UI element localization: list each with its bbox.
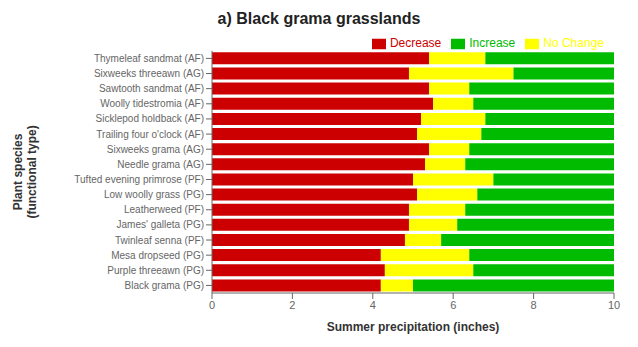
- svg-text:4: 4: [370, 299, 376, 311]
- svg-text:10: 10: [608, 299, 620, 311]
- svg-text:Sixweeks threeawn (AG): Sixweeks threeawn (AG): [94, 68, 204, 79]
- svg-text:Low woolly grass (PG): Low woolly grass (PG): [104, 189, 204, 200]
- svg-text:Tufted evening primrose (PF): Tufted evening primrose (PF): [74, 174, 204, 185]
- svg-text:6: 6: [450, 299, 456, 311]
- svg-text:Trailing four o'clock (AF): Trailing four o'clock (AF): [96, 129, 204, 140]
- svg-text:Thymeleaf sandmat (AF): Thymeleaf sandmat (AF): [94, 53, 204, 64]
- html-text:Decrease: Decrease: [389, 36, 442, 50]
- svg-text:James' galleta (PG): James' galleta (PG): [117, 219, 205, 230]
- svg-text:Sicklepod holdback (AF): Sicklepod holdback (AF): [96, 113, 204, 124]
- svg-text:2: 2: [289, 299, 295, 311]
- svg-text:Sawtooth sandmat (AF): Sawtooth sandmat (AF): [99, 83, 204, 94]
- svg-text:Needle grama (AG): Needle grama (AG): [117, 159, 204, 170]
- svg-text:Twinleaf senna (PF): Twinleaf senna (PF): [115, 235, 204, 246]
- svg-text:Summer precipitation (inches): Summer precipitation (inches): [327, 320, 500, 334]
- html-text:Increase: Increase: [469, 36, 516, 50]
- html-text:a) Black grama grasslands: a) Black grama grasslands: [217, 10, 421, 27]
- svg-text:8: 8: [531, 299, 537, 311]
- svg-text:Black grama (PG): Black grama (PG): [125, 280, 204, 291]
- svg-text:Sixweeks grama (AG): Sixweeks grama (AG): [107, 144, 204, 155]
- svg-text:0: 0: [209, 299, 215, 311]
- svg-text:Leatherweed (PF): Leatherweed (PF): [124, 204, 204, 215]
- svg-text:Plant species(functional type): Plant species(functional type): [11, 125, 39, 218]
- svg-text:Mesa dropseed (PG): Mesa dropseed (PG): [111, 250, 204, 261]
- html-text:No Change: No Change: [543, 36, 604, 50]
- svg-text:Purple threeawn (PG): Purple threeawn (PG): [107, 265, 204, 276]
- svg-text:Woolly tidestromia (AF): Woolly tidestromia (AF): [100, 98, 204, 109]
